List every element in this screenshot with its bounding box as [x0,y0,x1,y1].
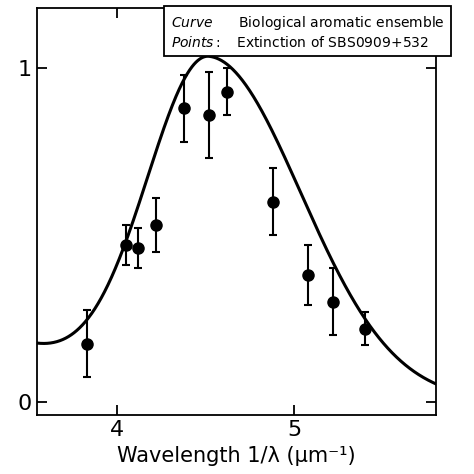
X-axis label: Wavelength 1/λ (μm⁻¹): Wavelength 1/λ (μm⁻¹) [117,446,356,465]
Text: $\it{Curve}$      Biological aromatic ensemble
$\it{Points:}$   Extinction of SB: $\it{Curve}$ Biological aromatic ensembl… [171,14,445,50]
